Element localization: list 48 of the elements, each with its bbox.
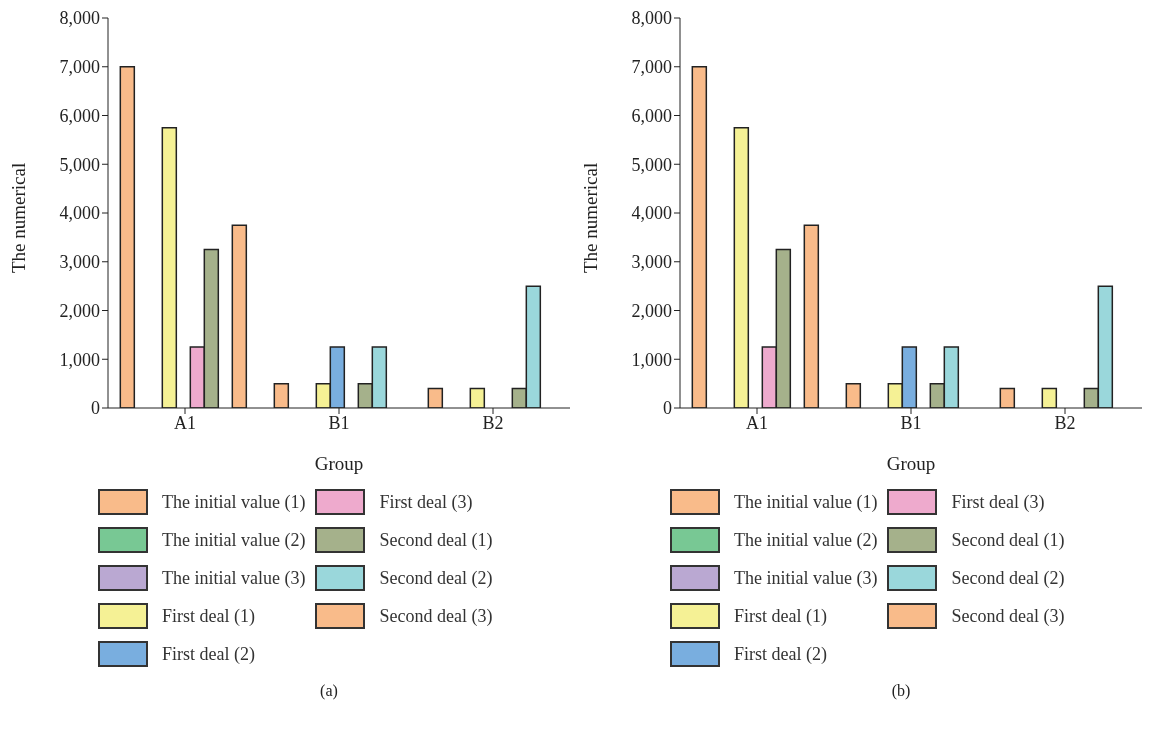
y-tick-label: 4,000 [59, 203, 100, 224]
legend-label: Second deal (2) [951, 567, 1065, 589]
legend-label: Second deal (1) [951, 529, 1065, 551]
legend-label: First deal (3) [951, 491, 1045, 513]
legend-label: The initial value (3) [162, 567, 306, 589]
x-axis-title: Group [886, 453, 936, 474]
legend-label: Second deal (3) [379, 605, 493, 627]
legend-label: Second deal (3) [951, 605, 1065, 627]
y-axis-title: The numerical [7, 162, 29, 273]
x-tick-label: B2 [1054, 412, 1076, 433]
legend-label: First deal (1) [162, 605, 255, 627]
y-tick-label: 1,000 [59, 349, 100, 370]
legend-label: The initial value (1) [162, 491, 306, 513]
x-tick-label: A1 [174, 412, 196, 433]
y-tick-label: 6,000 [631, 105, 672, 126]
y-tick-label: 4,000 [631, 203, 672, 224]
text: (a) [319, 682, 339, 700]
y-tick-label: 6,000 [59, 105, 100, 126]
y-tick-label: 5,000 [631, 154, 672, 175]
legend-label: First deal (2) [162, 643, 255, 665]
y-tick-label: 2,000 [59, 300, 100, 321]
legend-label: The initial value (1) [734, 491, 878, 513]
text: (b) [890, 682, 912, 700]
y-tick-label: 7,000 [59, 57, 100, 78]
y-tick-label: 0 [91, 398, 100, 419]
y-tick-label: 8,000 [631, 8, 672, 29]
legend-label: First deal (1) [734, 605, 827, 627]
x-tick-label: A1 [746, 412, 768, 433]
legend-label: The initial value (2) [734, 529, 878, 551]
y-tick-label: 5,000 [59, 154, 100, 175]
y-tick-label: 7,000 [631, 57, 672, 78]
legend-label: Second deal (2) [379, 567, 493, 589]
legend-label: First deal (2) [734, 643, 827, 665]
y-tick-label: 2,000 [631, 300, 672, 321]
x-tick-label: B2 [482, 412, 504, 433]
y-tick-label: 0 [663, 398, 672, 419]
y-tick-label: 3,000 [631, 252, 672, 273]
x-axis-title: Group [314, 453, 364, 474]
y-tick-label: 8,000 [59, 8, 100, 29]
legend-label: The initial value (3) [734, 567, 878, 589]
x-tick-label: B1 [328, 412, 350, 433]
legend-label: Second deal (1) [379, 529, 493, 551]
legend-label: The initial value (2) [162, 529, 306, 551]
legend-label: First deal (3) [379, 491, 473, 513]
y-tick-label: 3,000 [59, 252, 100, 273]
y-tick-label: 1,000 [631, 349, 672, 370]
x-tick-label: B1 [900, 412, 922, 433]
y-axis-title: The numerical [579, 162, 601, 273]
